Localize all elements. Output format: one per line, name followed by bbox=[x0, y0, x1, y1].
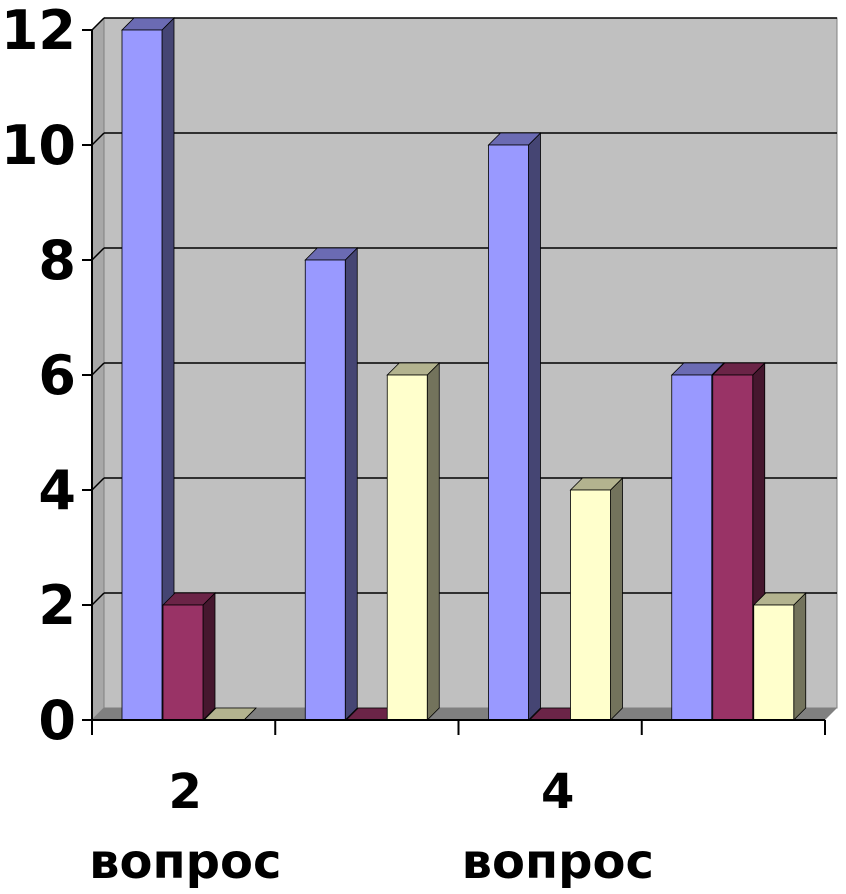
gridline-side bbox=[91, 592, 105, 606]
bar bbox=[671, 374, 713, 721]
y-tick-label: 8 bbox=[38, 229, 76, 292]
bar bbox=[162, 604, 204, 721]
gridline-side bbox=[91, 362, 105, 376]
bar bbox=[570, 489, 611, 721]
category-label-number: 4 bbox=[541, 764, 574, 820]
bar-side bbox=[793, 592, 807, 721]
bar bbox=[488, 144, 529, 721]
bar-side bbox=[344, 247, 358, 721]
gridline-side bbox=[91, 17, 105, 31]
category-label-word: вопрос bbox=[462, 834, 654, 890]
bar bbox=[386, 374, 428, 721]
bar-side bbox=[610, 477, 623, 721]
y-tick-label: 2 bbox=[38, 574, 76, 637]
y-tick-label: 12 bbox=[1, 0, 76, 62]
y-tick-label: 0 bbox=[38, 689, 76, 752]
y-tick-label: 4 bbox=[38, 459, 76, 522]
gridline-side bbox=[91, 132, 105, 146]
bar-side bbox=[426, 362, 440, 721]
category-label-word: вопрос bbox=[89, 834, 281, 890]
y-tick-label: 6 bbox=[38, 344, 76, 407]
gridline-side bbox=[91, 247, 105, 261]
bar bbox=[304, 259, 346, 721]
floor bbox=[92, 708, 837, 720]
bar bbox=[121, 29, 163, 721]
bar bbox=[753, 604, 795, 721]
bar-side bbox=[528, 132, 541, 721]
bar-side bbox=[202, 592, 216, 721]
bar bbox=[712, 374, 754, 721]
y-tick-label: 10 bbox=[1, 114, 76, 177]
gridline-side bbox=[91, 477, 105, 491]
category-label-number: 2 bbox=[169, 764, 202, 820]
